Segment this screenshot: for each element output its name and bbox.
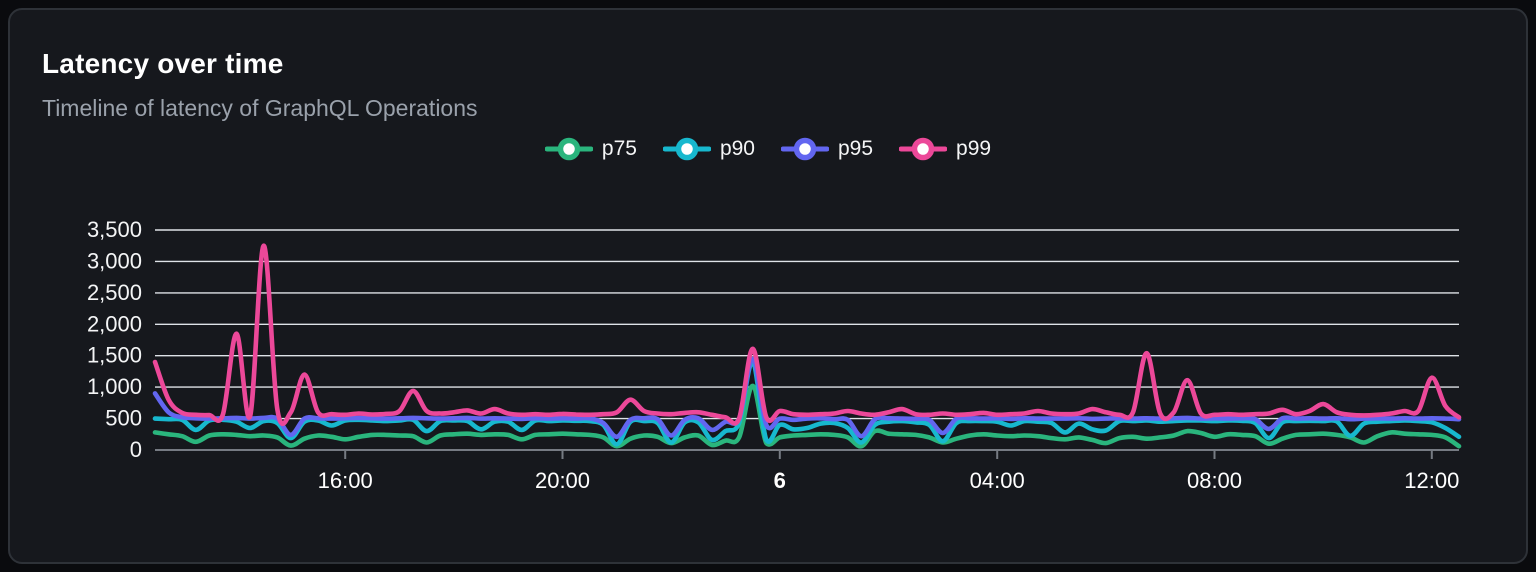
chart-card [8,8,1528,564]
legend-marker-p75-icon [544,137,593,161]
legend-item-p90[interactable]: p90 [662,135,755,163]
legend-item-p95[interactable]: p95 [781,135,873,163]
legend-marker-p95-icon [781,137,829,161]
legend-label-p75: p75 [601,137,637,160]
legend-label-p95: p95 [838,137,874,160]
chart-title: Latency over time [42,48,284,79]
legend-label-p99: p99 [956,137,992,160]
legend-item-p75[interactable]: p75 [544,135,637,163]
legend-label-p90: p90 [719,137,755,160]
chart-subtitle: Timeline of latency of GraphQL Operation… [42,95,478,121]
legend-marker-p90-icon [662,137,711,161]
legend-item-p99[interactable]: p99 [899,135,991,163]
legend: p75 p90 p95 p99 [0,135,1536,163]
legend-marker-p99-icon [899,137,948,161]
